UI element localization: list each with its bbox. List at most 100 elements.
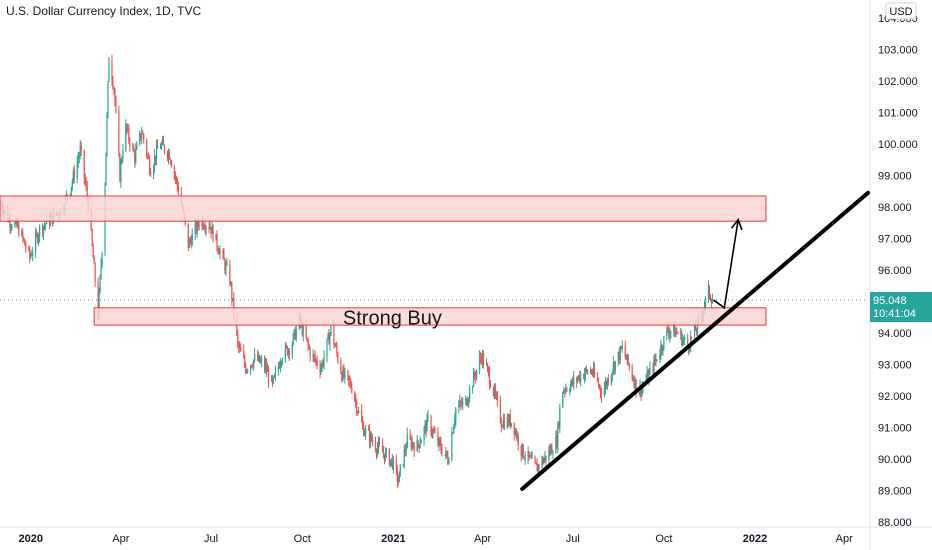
candle-body bbox=[527, 451, 529, 458]
candle-body bbox=[143, 133, 145, 141]
candle-body bbox=[134, 151, 136, 162]
candle-body bbox=[391, 458, 393, 469]
candle-body bbox=[210, 227, 212, 234]
candle-body bbox=[97, 282, 99, 318]
candle-body bbox=[312, 354, 314, 358]
candle-body bbox=[365, 428, 367, 434]
candle-body bbox=[618, 351, 620, 360]
candle-body bbox=[264, 364, 267, 369]
candle-body bbox=[295, 328, 297, 340]
candle-body bbox=[36, 233, 38, 235]
candle-body bbox=[667, 328, 669, 332]
candle-body bbox=[427, 416, 429, 417]
candle-body bbox=[559, 407, 561, 427]
candle-body bbox=[322, 362, 324, 365]
candle-body bbox=[369, 433, 372, 443]
candle-body bbox=[417, 440, 419, 445]
candle-body bbox=[191, 233, 193, 246]
candle-body bbox=[307, 339, 309, 346]
candle-body bbox=[187, 223, 189, 248]
price-tick-label: 93.000 bbox=[878, 360, 912, 372]
candle-body bbox=[576, 377, 578, 382]
candle-body bbox=[585, 368, 587, 375]
candle-body bbox=[225, 264, 227, 271]
candle-body bbox=[621, 346, 623, 349]
candle-body bbox=[406, 434, 408, 449]
candle-body bbox=[537, 465, 539, 472]
candle-body bbox=[189, 239, 191, 241]
candle-body bbox=[501, 426, 503, 428]
candle-body bbox=[389, 460, 392, 466]
candle-body bbox=[208, 226, 210, 229]
candle-body bbox=[11, 226, 13, 228]
candle-body bbox=[29, 248, 31, 258]
candle-body bbox=[252, 366, 254, 368]
candle-body bbox=[351, 387, 353, 393]
time-axis[interactable]: 2020 Apr Jul Oct 2021 Apr Jul Oct 2022 Apr bbox=[18, 533, 853, 545]
candle-body bbox=[660, 345, 662, 355]
candle-body bbox=[196, 220, 198, 232]
candle-body bbox=[99, 275, 101, 292]
candle-body bbox=[378, 442, 381, 446]
candle-body bbox=[270, 376, 273, 382]
candle-body bbox=[361, 410, 363, 422]
candle-body bbox=[194, 223, 196, 234]
last-price-badge bbox=[870, 291, 932, 322]
candle-body bbox=[198, 225, 200, 227]
candle-body bbox=[315, 360, 317, 361]
candle-body bbox=[10, 226, 12, 228]
candle-body bbox=[287, 349, 289, 355]
candle-body bbox=[569, 390, 571, 392]
candle-body bbox=[306, 338, 308, 340]
candle-body bbox=[94, 263, 96, 283]
candle-body bbox=[431, 432, 433, 434]
candle-body bbox=[341, 373, 343, 381]
candle-body bbox=[604, 382, 607, 389]
candle-body bbox=[580, 374, 582, 381]
candle-body bbox=[586, 370, 589, 374]
candle-body bbox=[670, 331, 672, 333]
candle-body bbox=[86, 186, 88, 198]
candle-body bbox=[122, 150, 124, 159]
candle-body bbox=[301, 322, 303, 335]
candle-body bbox=[356, 401, 358, 413]
candle-body bbox=[596, 375, 599, 382]
candle-body bbox=[439, 439, 441, 443]
candle-body bbox=[513, 422, 515, 435]
candle-body bbox=[202, 219, 204, 228]
candle-body bbox=[571, 379, 573, 385]
candle-body bbox=[320, 369, 322, 373]
candle-body bbox=[79, 146, 81, 156]
candle-body bbox=[578, 375, 580, 379]
candle-body bbox=[337, 353, 339, 362]
candle-body bbox=[78, 155, 80, 159]
price-axis[interactable]: 104.000103.000102.000101.000100.00099.00… bbox=[878, 2, 918, 529]
currency-badge bbox=[885, 2, 917, 20]
candle-body bbox=[521, 444, 523, 456]
candle-body bbox=[517, 434, 519, 446]
candle-body bbox=[520, 445, 522, 456]
time-tick-label: Jul bbox=[204, 533, 218, 545]
candle-body bbox=[17, 224, 19, 227]
candle-body bbox=[530, 456, 532, 459]
candle-body bbox=[592, 367, 595, 375]
candle-body bbox=[174, 174, 176, 179]
candle-body bbox=[274, 371, 277, 376]
candle-body bbox=[343, 368, 345, 377]
candle-body bbox=[488, 371, 491, 385]
candle-body bbox=[223, 253, 225, 261]
candle-body bbox=[385, 449, 388, 452]
candle-body bbox=[328, 334, 330, 345]
candle-body bbox=[614, 360, 616, 371]
candle-body bbox=[564, 390, 566, 392]
candle-body bbox=[607, 378, 609, 384]
candle-body bbox=[237, 333, 239, 343]
candle-body bbox=[342, 368, 344, 381]
candle-body bbox=[175, 178, 177, 180]
candle-body bbox=[656, 359, 658, 361]
candle-body bbox=[384, 451, 387, 461]
candle-body bbox=[188, 239, 190, 248]
candle-body bbox=[605, 382, 608, 386]
candle-body bbox=[392, 458, 394, 469]
